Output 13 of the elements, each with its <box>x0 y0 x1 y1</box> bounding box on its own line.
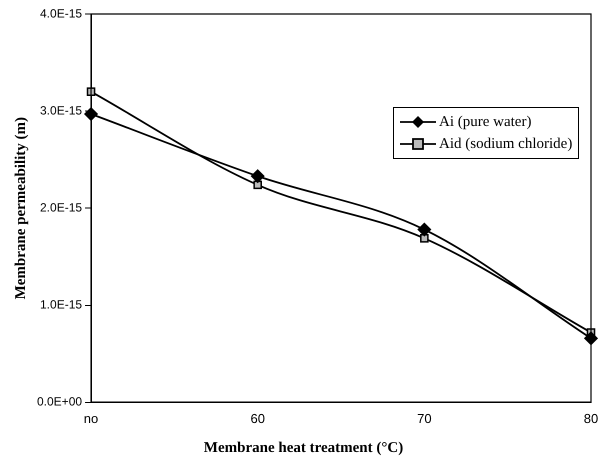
x-tick-label: 60 <box>250 410 265 426</box>
y-tick-label: 1.0E-15 <box>40 298 82 312</box>
legend-label: Ai (pure water) <box>439 114 532 131</box>
y-tick-label: 2.0E-15 <box>40 200 82 215</box>
x-tick-label: no <box>84 410 98 426</box>
legend-label: Aid (sodium chloride) <box>439 136 572 153</box>
x-axis-title: Membrane heat treatment (°C) <box>202 440 404 457</box>
x-tick-label: 80 <box>584 410 598 426</box>
x-tick-label: 70 <box>417 410 432 426</box>
y-tick-label: 0.0E+00 <box>36 394 82 409</box>
y-tick-label: 3.0E-15 <box>40 103 82 118</box>
y-tick-label: 4.0E-15 <box>40 6 82 20</box>
y-axis-title: Membrane permeability (m) <box>12 116 29 300</box>
